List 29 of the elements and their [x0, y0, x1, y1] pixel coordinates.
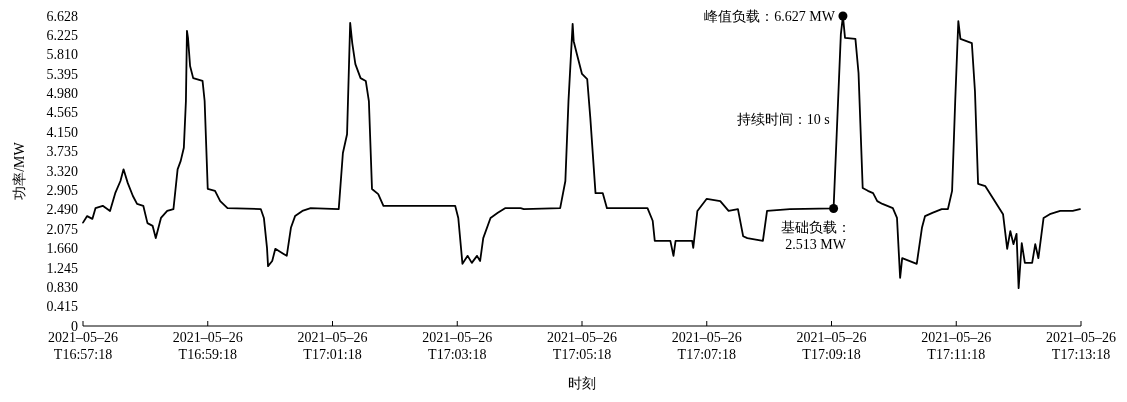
x-tick-label: 2021–05–26 T17:13:18	[1046, 330, 1116, 362]
y-tick-label: 0.415	[46, 299, 78, 315]
x-tick-label: 2021–05–26 T17:07:18	[671, 330, 742, 362]
x-tick-label: 2021–05–26 T17:03:18	[422, 330, 493, 362]
y-tick-label: 5.395	[46, 66, 78, 82]
x-tick-label: 2021–05–26 T17:01:18	[297, 330, 368, 362]
x-tick-label: 2021–05–26 T17:05:18	[547, 330, 617, 362]
y-tick-label: 4.565	[46, 105, 78, 121]
annotation: 基础负载： 2.513 MW	[780, 220, 851, 253]
y-tick-label: 4.980	[46, 85, 78, 101]
y-tick-label: 0.830	[46, 280, 78, 296]
y-tick-label: 1.660	[46, 241, 78, 257]
y-tick-label: 3.320	[46, 163, 78, 179]
y-tick-label: 5.810	[46, 47, 78, 63]
y-tick-label: 3.735	[46, 144, 78, 160]
annotation: 持续时间：10 s	[736, 112, 830, 128]
annotation: 峰值负载：6.627 MW	[704, 9, 836, 25]
y-tick-label: 2.490	[46, 202, 78, 218]
y-tick-label: 4.150	[46, 124, 78, 140]
y-tick-label: 2.905	[46, 183, 78, 199]
y-axis-title: 功率/MW	[12, 141, 27, 200]
y-tick-label: 2.075	[46, 221, 78, 237]
y-tick-label: 6.628	[46, 8, 78, 24]
x-tick-label: 2021–05–26 T17:11:18	[921, 330, 992, 362]
x-tick-label: 2021–05–26 T16:59:18	[172, 330, 243, 362]
y-tick-label: 1.245	[46, 260, 78, 276]
x-axis-title: 时刻	[568, 376, 596, 391]
x-tick-label: 2021–05–26 T17:09:18	[796, 330, 867, 362]
y-tick-label: 6.225	[46, 27, 78, 43]
